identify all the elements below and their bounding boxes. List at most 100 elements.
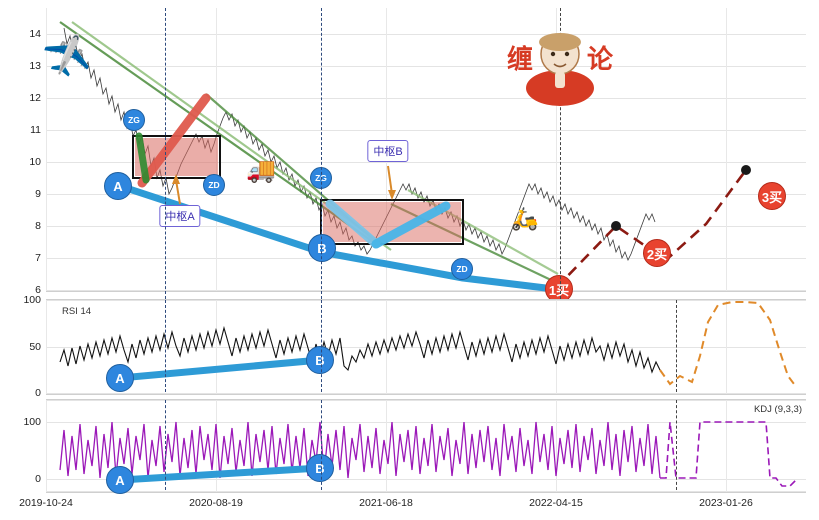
price-ytick: 8 <box>35 220 41 232</box>
rsi-series-svg <box>59 301 795 386</box>
kdj-line <box>59 421 661 479</box>
price-ytick: 13 <box>29 60 41 72</box>
forecast-dot <box>741 165 751 175</box>
rsi-divider-dashed-2 <box>321 300 322 392</box>
gridline <box>46 34 806 35</box>
price-series-svg <box>59 21 751 293</box>
price-ytick: 12 <box>29 92 41 104</box>
vgridline <box>556 300 557 394</box>
zhongshu-b-arrowhead <box>388 190 396 200</box>
marker-buy-3[interactable]: 3买 <box>758 182 786 210</box>
rsi-ytick: 0 <box>35 387 41 399</box>
marker-zd-1[interactable]: ZD <box>203 174 225 196</box>
price-ytick: 7 <box>35 252 41 264</box>
zhongshu-a-arrowhead <box>172 174 180 184</box>
forecast-dot <box>611 221 621 231</box>
xtick-label: 2021-06-18 <box>359 497 413 509</box>
kdj-forecast-line <box>660 421 797 487</box>
marker-a[interactable]: A <box>104 172 132 200</box>
rsi-divider-dashed-1 <box>165 300 166 392</box>
gridline <box>46 290 806 291</box>
xtick-label: 2019-10-24 <box>19 497 73 509</box>
vgridline <box>726 8 727 291</box>
kdj-marker-a[interactable]: A <box>106 466 134 494</box>
price-ytick: 9 <box>35 188 41 200</box>
kdj-ytick: 100 <box>23 416 41 428</box>
segment-b-buy1b <box>459 274 558 293</box>
vgridline <box>46 300 47 394</box>
rsi-divider-dashed-3 <box>676 300 677 392</box>
rsi-panel: 100 50 0 RSI 14 A B <box>23 294 806 399</box>
xtick-label: 2022-04-15 <box>529 497 583 509</box>
zhongshu-b-arrow <box>387 165 393 195</box>
rsi-ytick: 100 <box>23 294 41 306</box>
kdj-marker-b[interactable]: B <box>306 454 334 482</box>
price-ytick: 10 <box>29 156 41 168</box>
marker-buy-1[interactable]: 1买 <box>545 275 573 303</box>
gridline <box>46 194 806 195</box>
zhongshu-b-stroke <box>325 199 381 249</box>
price-ytick: 11 <box>30 124 41 136</box>
gridline <box>46 393 806 394</box>
truck-icon: 🚚 <box>246 157 276 184</box>
gridline <box>46 422 806 423</box>
gridline <box>46 479 806 480</box>
vgridline <box>46 8 47 291</box>
price-panel: 14 13 12 11 10 9 8 7 6 <box>29 8 806 303</box>
kdj-divider-dashed-1 <box>165 400 166 490</box>
gridline <box>46 98 806 99</box>
zhongshu-a-label[interactable]: 中枢A <box>159 205 201 227</box>
vgridline <box>216 400 217 492</box>
gridline <box>46 162 806 163</box>
vgridline <box>556 400 557 492</box>
divider-dashed-3 <box>560 8 561 299</box>
price-ytick: 14 <box>29 28 41 40</box>
gridline <box>46 300 806 301</box>
xtick-label: 2023-01-26 <box>699 497 753 509</box>
rsi-ytick: 50 <box>29 341 41 353</box>
vgridline <box>726 300 727 394</box>
segment-a-b <box>116 182 325 256</box>
vgridline <box>386 400 387 492</box>
rsi-forecast-line <box>659 301 795 386</box>
rsi-title: RSI 14 <box>62 306 92 317</box>
kdj-divider-dashed-3 <box>676 400 677 490</box>
zhongshu-a-stroke-green <box>135 132 150 184</box>
marker-zg-1[interactable]: ZG <box>123 109 145 131</box>
scooter-icon: 🛵 <box>511 206 539 231</box>
price-line <box>63 27 656 261</box>
rsi-line <box>59 325 661 374</box>
marker-b[interactable]: B <box>308 234 336 262</box>
price-ytick: 6 <box>35 284 41 296</box>
zhongshu-b-stroke <box>371 201 451 249</box>
gridline <box>46 258 806 259</box>
divider-dashed-1 <box>165 8 166 299</box>
kdj-divider-dashed-2 <box>321 400 322 490</box>
kdj-panel: 100 0 KDJ (9,3,3) A B <box>23 399 806 494</box>
segment-b-buy1 <box>317 248 467 282</box>
marker-buy-2[interactable]: 2买 <box>643 239 671 267</box>
kdj-ytick: 0 <box>35 473 41 485</box>
zhongshu-b-label[interactable]: 中枢B <box>367 140 409 162</box>
gridline <box>46 400 806 401</box>
forecast-line <box>555 169 748 289</box>
rsi-segment-a-b <box>116 356 324 382</box>
watermark-left-char: 缠 <box>507 44 533 75</box>
gridline <box>46 491 806 492</box>
gridline <box>46 130 806 131</box>
zhongshu-a-stroke <box>137 93 211 188</box>
xtick-label: 2020-08-19 <box>189 497 243 509</box>
marker-zd-2[interactable]: ZD <box>451 258 473 280</box>
kdj-title: KDJ (9,3,3) <box>753 404 802 415</box>
vgridline <box>556 8 557 291</box>
vgridline <box>726 400 727 492</box>
kdj-segment-a-b <box>116 464 324 484</box>
vgridline <box>216 300 217 394</box>
rsi-marker-b[interactable]: B <box>306 346 334 374</box>
divider-dashed-2 <box>321 8 322 299</box>
kdj-series-svg <box>59 421 797 487</box>
gridline <box>46 66 806 67</box>
rsi-marker-a[interactable]: A <box>106 364 134 392</box>
chanlun-watermark: 缠 论 <box>505 26 615 106</box>
